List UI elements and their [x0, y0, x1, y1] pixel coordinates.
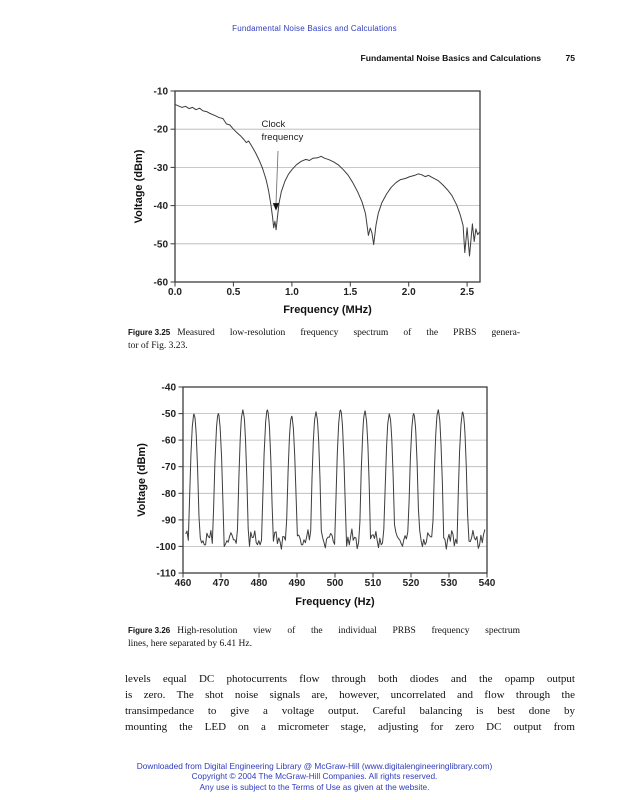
figure-3-26-caption-line2: lines, here separated by 6.41 Hz.: [128, 639, 252, 649]
page-header: Fundamental Noise Basics and Calculation…: [0, 53, 575, 63]
clock-frequency-annotation: frequency: [262, 132, 304, 143]
annotation-arrowhead: [272, 203, 280, 211]
y-tick-label: -80: [162, 489, 177, 500]
x-tick-label: 2.5: [460, 287, 474, 298]
x-tick-label: 520: [403, 578, 420, 589]
figure-3-25-caption-line2: tor of Fig. 3.23.: [128, 341, 188, 351]
footer-copyright: Copyright © 2004 The McGraw-Hill Compani…: [191, 771, 438, 782]
x-axis-title: Frequency (MHz): [283, 304, 372, 316]
y-tick-label: -40: [154, 201, 169, 212]
x-tick-label: 510: [365, 578, 382, 589]
y-tick-label: -100: [156, 542, 176, 553]
x-tick-label: 460: [175, 578, 192, 589]
plot-frame: [174, 90, 481, 283]
y-tick-label: -70: [162, 462, 177, 473]
x-tick-label: 540: [479, 578, 496, 589]
footer-terms: Any use is subject to the Terms of Use a…: [199, 781, 430, 792]
body-line-2: is zero. The shot noise signals are, how…: [125, 689, 575, 701]
plot-frame: [182, 386, 488, 574]
page-number: 75: [565, 53, 575, 63]
x-tick-label: 530: [441, 578, 458, 589]
x-tick-label: 0.0: [168, 287, 182, 298]
page-footer: Downloaded from Digital Engineering Libr…: [0, 761, 629, 792]
clock-frequency-annotation: Clock: [262, 119, 286, 130]
y-tick-label: -90: [162, 515, 177, 526]
spectrum-trace: [174, 103, 481, 257]
running-head-link[interactable]: Fundamental Noise Basics and Calculation…: [232, 24, 397, 33]
body-line-3: transimpedance to give a voltage output.…: [125, 705, 575, 717]
x-tick-label: 0.5: [226, 287, 240, 298]
y-tick-label: -20: [154, 125, 169, 136]
body-line-1: levels equal DC photocurrents flow throu…: [125, 673, 575, 685]
y-axis-title: Voltage (dBm): [133, 149, 145, 223]
x-tick-label: 2.0: [402, 287, 416, 298]
x-tick-label: 480: [251, 578, 268, 589]
x-tick-label: 500: [327, 578, 344, 589]
y-tick-label: -50: [162, 409, 177, 420]
x-tick-label: 470: [213, 578, 230, 589]
annotation-arrow: [275, 150, 279, 205]
x-axis-title: Frequency (Hz): [295, 596, 375, 608]
footer-download-link[interactable]: Downloaded from Digital Engineering Libr…: [136, 761, 493, 771]
y-tick-label: -10: [154, 87, 169, 98]
figure-3-26-label: Figure 3.26: [128, 626, 171, 635]
x-tick-label: 1.0: [285, 287, 299, 298]
y-tick-label: -60: [154, 278, 169, 289]
y-axis-title: Voltage (dBm): [136, 443, 148, 517]
y-tick-label: -50: [154, 239, 169, 250]
chapter-title: Fundamental Noise Basics and Calculation…: [360, 53, 542, 63]
y-tick-label: -110: [157, 569, 177, 580]
y-tick-label: -40: [162, 383, 177, 394]
spectrum-trace: [185, 409, 486, 550]
x-tick-label: 1.5: [343, 287, 357, 298]
figure-3-25-label: Figure 3.25: [128, 328, 171, 337]
body-line-4: mounting the LED on a micrometer stage, …: [125, 721, 575, 733]
figure-3-25-caption-line1: Measured low-resolution frequency spectr…: [177, 328, 520, 338]
figure-3-25-chart: -10 -20 -30 -40 -50 -600.0 0.5 1.0 1.5 2.0 2.5 Freq…: [133, 87, 481, 316]
figure-3-25-caption: Figure 3.25 Measured low-resolution freq…: [128, 326, 520, 353]
x-tick-label: 490: [289, 578, 306, 589]
body-paragraph: levels equal DC photocurrents flow throu…: [125, 671, 575, 735]
figure-3-26-caption-line1: High-resolution view of the individual P…: [177, 626, 520, 636]
figure-3-26-caption: Figure 3.26 High-resolution view of the …: [128, 624, 520, 651]
y-tick-label: -30: [154, 163, 169, 174]
y-tick-label: -60: [162, 436, 177, 447]
